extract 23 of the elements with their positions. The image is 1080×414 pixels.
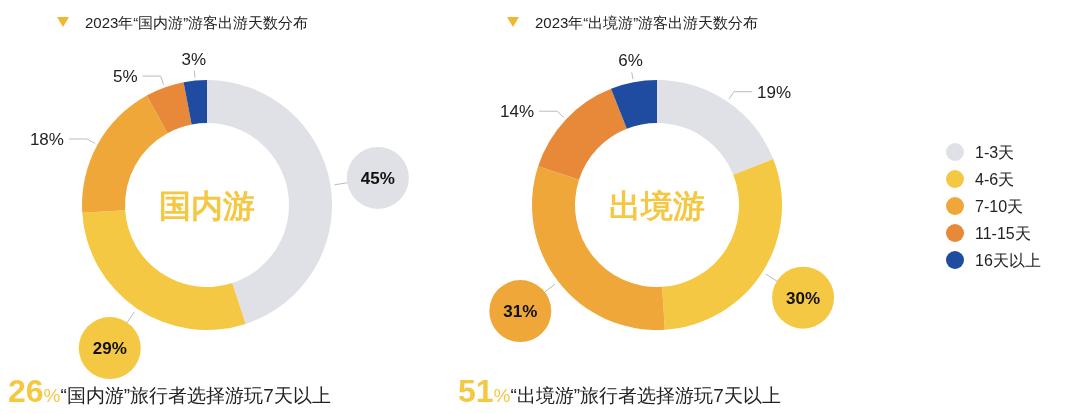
legend-label: 4-6天 <box>975 171 1015 188</box>
text: 出境游 <box>609 188 705 224</box>
data-label: 30% <box>786 288 821 308</box>
data-label: 45% <box>360 168 395 188</box>
chart-title: 2023年“出境游”游客出游天数分布 <box>535 14 759 31</box>
data-label: 18% <box>29 130 64 149</box>
data-label: 31% <box>503 302 538 322</box>
text: “国内游”旅行者选择游玩7天以上 <box>60 385 331 406</box>
data-label: 3% <box>181 49 207 69</box>
legend-label: 7-10天 <box>975 198 1024 215</box>
text: 国内游 <box>159 188 255 224</box>
legend-label: 16天以上 <box>975 252 1041 269</box>
data-label: 6% <box>618 51 643 71</box>
legend-label: 11-15天 <box>975 225 1031 242</box>
data-label: 29% <box>92 339 127 359</box>
data-label: 5% <box>113 67 138 87</box>
legend-label: 1-3天 <box>975 144 1015 161</box>
text: “出境游”旅行者选择游玩7天以上 <box>510 385 781 406</box>
text: 51% <box>458 373 511 409</box>
data-label: 14% <box>500 102 535 122</box>
chart-title: 2023年“国内游”游客出游天数分布 <box>85 14 309 31</box>
data-label: 19% <box>757 82 792 102</box>
text: 26% <box>8 373 61 409</box>
